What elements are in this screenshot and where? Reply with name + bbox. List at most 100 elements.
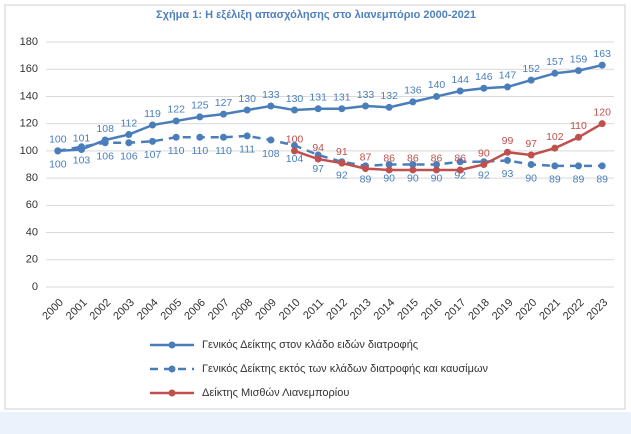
series-marker <box>551 162 559 170</box>
data-label: 87 <box>360 151 372 163</box>
legend-marker <box>168 389 176 397</box>
data-label: 90 <box>383 172 395 184</box>
legend-label: Δείκτης Μισθών Λιανεμπορίου <box>202 387 349 399</box>
data-label: 110 <box>191 145 208 157</box>
series-marker <box>149 137 156 145</box>
series-marker <box>362 165 369 173</box>
data-label: 146 <box>475 71 493 83</box>
data-label: 133 <box>357 89 375 101</box>
data-label: 99 <box>502 135 514 147</box>
data-label: 131 <box>309 91 327 103</box>
series-marker <box>78 143 85 151</box>
series-marker <box>172 133 180 141</box>
data-label: 89 <box>549 174 561 186</box>
series-marker <box>125 131 133 139</box>
series-marker <box>409 98 417 106</box>
data-label: 120 <box>593 106 611 118</box>
data-label: 110 <box>570 120 587 132</box>
legend-marker <box>168 365 176 373</box>
data-label: 101 <box>73 132 91 144</box>
data-label: 136 <box>404 85 422 97</box>
y-tick-label: 120 <box>20 118 38 130</box>
series-marker <box>196 133 204 141</box>
series-marker <box>385 166 393 174</box>
y-tick-label: 0 <box>32 281 38 293</box>
data-label: 86 <box>454 153 466 165</box>
data-label: 106 <box>120 151 138 163</box>
series-marker <box>385 161 393 168</box>
series-marker <box>172 117 180 125</box>
series-marker <box>551 144 559 152</box>
data-label: 92 <box>478 170 490 182</box>
legend-marker <box>168 341 176 349</box>
y-tick-label: 180 <box>20 36 38 48</box>
series-marker <box>409 166 417 174</box>
data-label: 110 <box>215 145 232 157</box>
series-marker <box>575 162 582 170</box>
data-label: 157 <box>546 56 564 68</box>
series-marker <box>291 106 298 114</box>
series-marker <box>433 161 440 168</box>
data-label: 144 <box>451 74 469 86</box>
series-marker <box>456 166 464 174</box>
data-label: 86 <box>383 153 395 165</box>
series-marker <box>504 148 511 156</box>
data-label: 90 <box>478 147 490 159</box>
data-label: 130 <box>286 93 304 105</box>
series-marker <box>480 161 488 168</box>
series-marker <box>125 139 133 147</box>
data-label: 159 <box>570 53 588 65</box>
data-label: 89 <box>596 174 608 186</box>
series-marker <box>243 106 251 114</box>
data-label: 91 <box>336 146 348 158</box>
y-tick-label: 20 <box>26 254 38 266</box>
series-marker <box>196 113 204 121</box>
series-marker <box>598 120 606 128</box>
series-line <box>57 63 603 153</box>
series-marker <box>456 87 464 95</box>
series-marker <box>220 110 227 118</box>
series-marker <box>314 105 322 113</box>
series-marker <box>54 147 62 155</box>
series-marker <box>362 102 369 110</box>
y-tick-label: 160 <box>20 63 38 75</box>
data-label: 152 <box>522 63 540 75</box>
data-label: 125 <box>191 100 209 112</box>
data-label: 92 <box>454 170 466 182</box>
series-marker <box>385 103 393 111</box>
y-tick-label: 60 <box>26 199 38 211</box>
series-marker <box>267 136 275 144</box>
data-label: 108 <box>262 148 280 160</box>
data-label: 103 <box>73 155 91 167</box>
data-label: 133 <box>262 89 280 101</box>
series-line <box>294 122 603 172</box>
series-marker <box>433 166 440 174</box>
data-label: 111 <box>239 144 255 156</box>
data-label: 132 <box>380 90 398 102</box>
series-marker <box>338 105 346 113</box>
data-label: 102 <box>546 131 564 143</box>
series-marker <box>433 92 440 100</box>
series-marker <box>527 151 535 159</box>
series-marker <box>504 83 511 91</box>
series-marker <box>314 155 322 163</box>
series-marker <box>598 61 606 69</box>
data-label: 90 <box>407 172 419 184</box>
series-marker <box>409 161 417 168</box>
series-marker <box>149 121 156 129</box>
y-tick-label: 80 <box>26 172 38 184</box>
data-label: 100 <box>49 159 67 171</box>
legend-label: Γενικός Δείκτης στον κλάδο ειδών διατροφ… <box>202 339 418 351</box>
data-label: 94 <box>312 142 324 154</box>
series-marker <box>243 132 251 140</box>
legend-label: Γενικός Δείκτης εκτός των κλάδων διατροφ… <box>202 363 489 375</box>
series-marker <box>527 76 535 84</box>
data-label: 90 <box>431 172 443 184</box>
footer-band <box>0 412 631 434</box>
series-line <box>57 134 603 168</box>
series-marker <box>456 158 464 166</box>
data-label: 140 <box>428 79 446 91</box>
data-label: 100 <box>286 134 304 146</box>
data-label: 97 <box>525 138 537 150</box>
data-label: 127 <box>215 97 233 109</box>
